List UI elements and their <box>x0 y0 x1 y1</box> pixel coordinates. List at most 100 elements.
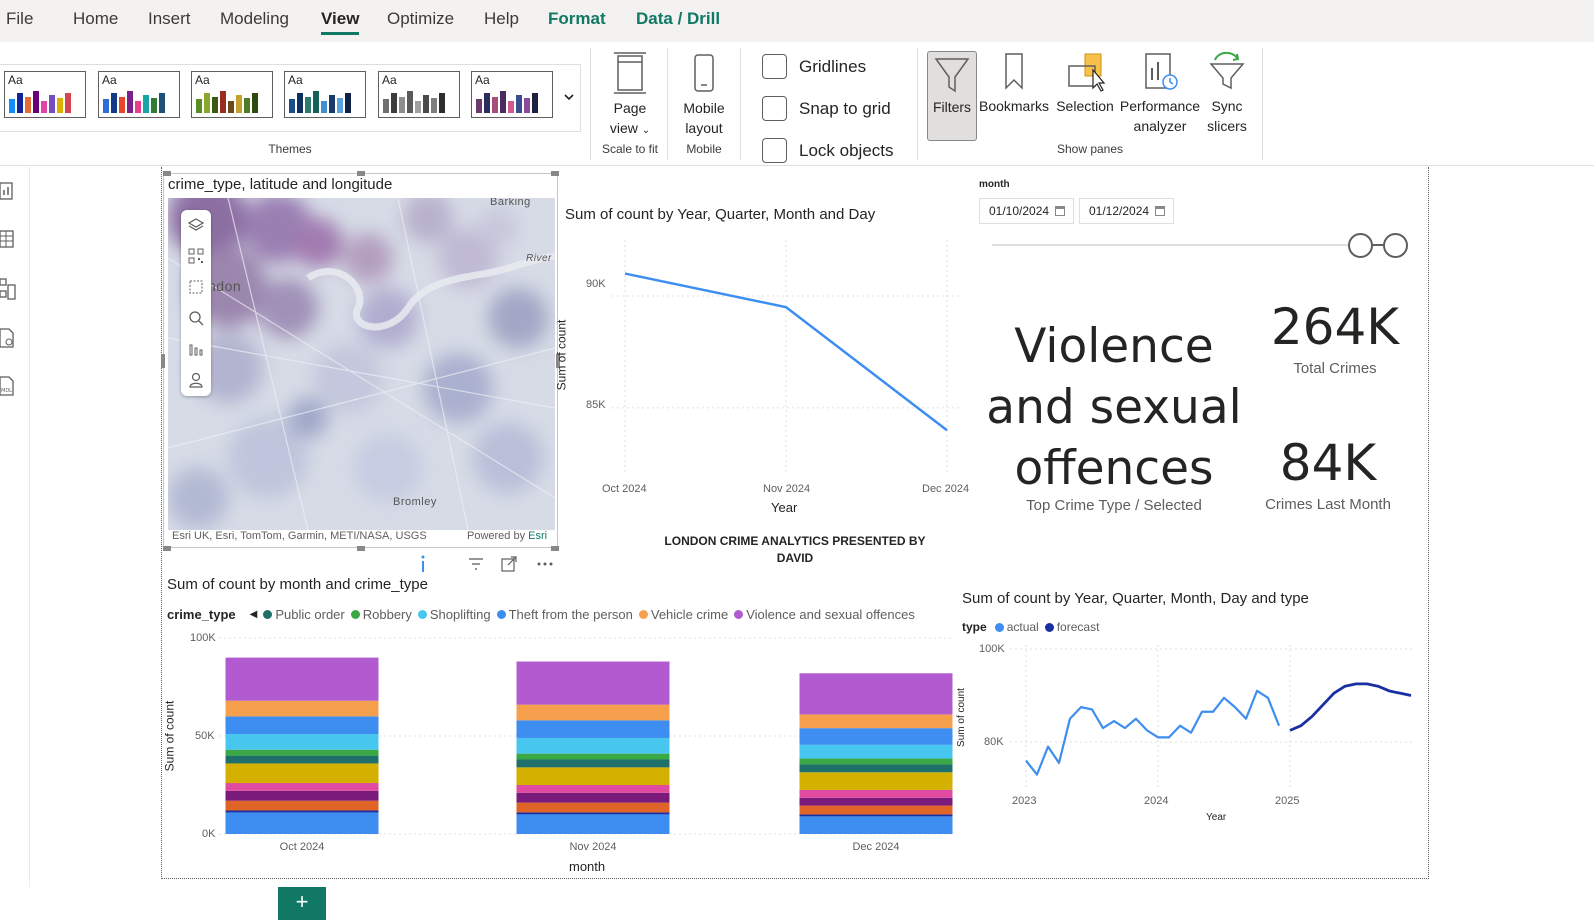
theme-swatch-4[interactable]: Aa <box>284 71 366 118</box>
forecast-line-visual[interactable]: Sum of count by Year, Quarter, Month, Da… <box>956 590 1420 830</box>
resize-handle[interactable] <box>357 546 365 551</box>
more-options-icon[interactable] <box>537 562 553 566</box>
filter-icon[interactable] <box>468 557 484 571</box>
mobile-layout-label-1: Mobile <box>683 100 725 116</box>
rectangle-select-icon[interactable] <box>188 279 204 295</box>
theme-swatch-2[interactable]: Aa <box>98 71 180 118</box>
dax-query-icon[interactable] <box>0 327 16 349</box>
resize-handle[interactable] <box>551 546 559 551</box>
theme-swatch-6[interactable]: Aa <box>471 71 553 118</box>
esri-link[interactable]: Esri <box>528 530 548 542</box>
sync-label-2: slicers <box>1207 118 1247 134</box>
table-view-icon[interactable] <box>0 229 16 249</box>
slicer-track[interactable] <box>992 244 1397 246</box>
menu-modeling[interactable]: Modeling <box>220 9 289 28</box>
menu-home[interactable]: Home <box>73 9 119 28</box>
resize-handle[interactable] <box>163 171 171 176</box>
menu-view[interactable]: View <box>321 9 360 35</box>
chart-bars-icon[interactable] <box>188 341 204 357</box>
filters-pane-button[interactable]: Filters <box>927 51 977 141</box>
ribbon-separator <box>667 48 668 160</box>
page-view-button[interactable]: Page view ⌄ <box>600 52 660 141</box>
map-visual[interactable]: crime_type, latitude and longitude <box>161 171 560 551</box>
sync-slicers-icon <box>1209 51 1245 90</box>
ribbon: Aa Aa Aa Aa Aa Aa Themes Page view ⌄ Sca… <box>0 42 1594 166</box>
resize-handle[interactable] <box>556 354 560 368</box>
resize-handle[interactable] <box>551 171 559 176</box>
slicer-end-date[interactable]: 01/12/2024 <box>1079 198 1174 224</box>
x-axis-title: Year <box>771 500 798 515</box>
legend-item[interactable]: Shoplifting <box>417 607 491 622</box>
resize-handle[interactable] <box>357 171 365 176</box>
bar-segment <box>516 802 670 813</box>
gridlines-checkbox[interactable]: Gridlines <box>762 54 866 79</box>
resize-handle[interactable] <box>163 546 171 551</box>
focus-mode-icon[interactable] <box>501 556 517 572</box>
last-month-card[interactable]: 84K Crimes Last Month <box>1248 432 1408 522</box>
lock-objects-checkbox[interactable]: Lock objects <box>762 138 894 163</box>
themes-expand-chevron-icon[interactable] <box>562 90 576 104</box>
legend-item[interactable]: Violence and sexual offences <box>734 607 915 622</box>
stacked-bar-visual[interactable]: Sum of count by month and crime_type cri… <box>162 576 956 878</box>
legend-item[interactable]: forecast <box>1044 620 1099 634</box>
theme-swatch-3[interactable]: Aa <box>191 71 273 118</box>
x-tick-label: Dec 2024 <box>922 483 970 495</box>
add-page-button[interactable]: + <box>278 887 326 920</box>
menu-data-drill[interactable]: Data / Drill <box>636 9 721 28</box>
search-icon[interactable] <box>188 310 204 326</box>
menu-optimize[interactable]: Optimize <box>387 9 455 28</box>
y-tick-label: 0K <box>202 828 216 840</box>
slicer-handle-start[interactable] <box>1348 233 1373 258</box>
top-crime-type-card[interactable]: Violence and sexual offences Top Crime T… <box>975 312 1253 522</box>
series-line-actual <box>1025 689 1281 776</box>
calendar-icon[interactable] <box>1055 206 1065 216</box>
theme-swatch-5[interactable]: Aa <box>378 71 460 118</box>
line-chart-visual[interactable]: Sum of count by Year, Quarter, Month and… <box>554 200 972 520</box>
info-icon[interactable] <box>417 554 429 574</box>
legend-prev-arrow-icon[interactable]: ◀ <box>249 609 258 620</box>
bar-segment <box>799 714 953 729</box>
layers-icon[interactable] <box>188 217 204 233</box>
checkbox-box[interactable] <box>762 96 787 121</box>
map-canvas[interactable]: Barking ndon River Bromley <box>168 198 555 530</box>
calendar-icon[interactable] <box>1155 206 1165 216</box>
presenter-line-1: LONDON CRIME ANALYTICS PRESENTED BY <box>664 534 926 548</box>
bar-segment <box>225 810 379 813</box>
sync-slicers-button[interactable]: Sync slicers <box>1203 50 1251 136</box>
qr-grid-icon[interactable] <box>188 248 204 264</box>
performance-analyzer-button[interactable]: Performance analyzer <box>1118 50 1202 136</box>
theme-swatch-1[interactable]: Aa <box>4 71 86 118</box>
top-crime-type-label: Top Crime Type / Selected <box>1026 497 1202 514</box>
bookmarks-pane-button[interactable]: Bookmarks <box>978 50 1050 116</box>
legend-item[interactable]: Vehicle crime <box>638 607 728 622</box>
checkbox-box[interactable] <box>762 54 787 79</box>
checkbox-box[interactable] <box>762 138 787 163</box>
menu-format[interactable]: Format <box>548 9 606 28</box>
mobile-layout-button[interactable]: Mobile layout <box>675 52 733 138</box>
legend-item[interactable]: actual <box>994 620 1039 634</box>
report-view-icon[interactable] <box>0 181 16 201</box>
slicer-start-date[interactable]: 01/10/2024 <box>979 198 1074 224</box>
model-view-icon[interactable] <box>0 277 16 301</box>
map-powered-by: Powered by Esri <box>467 530 548 542</box>
legend-item[interactable]: Theft from the person <box>496 607 633 622</box>
menu-help[interactable]: Help <box>484 9 519 28</box>
bar-segment <box>799 789 953 798</box>
map-title: crime_type, latitude and longitude <box>168 176 393 193</box>
menu-insert[interactable]: Insert <box>148 9 191 28</box>
last-month-label: Crimes Last Month <box>1265 496 1391 513</box>
ribbon-separator <box>590 48 591 160</box>
resize-handle[interactable] <box>161 354 165 368</box>
tmdl-view-icon[interactable]: MDL <box>0 375 16 399</box>
bar-segment <box>516 737 670 754</box>
snap-to-grid-checkbox[interactable]: Snap to grid <box>762 96 891 121</box>
menu-file[interactable]: File <box>6 9 34 28</box>
selection-pane-button[interactable]: Selection <box>1053 50 1117 116</box>
slicer-handle-end[interactable] <box>1383 233 1408 258</box>
legend-item[interactable]: Robbery <box>350 607 412 622</box>
person-icon[interactable] <box>188 372 204 388</box>
legend-item[interactable]: Public order <box>263 607 345 622</box>
month-slicer[interactable]: month <box>970 175 1420 265</box>
total-crimes-card[interactable]: 264K Total Crimes <box>1255 296 1415 386</box>
selection-label: Selection <box>1056 98 1114 114</box>
